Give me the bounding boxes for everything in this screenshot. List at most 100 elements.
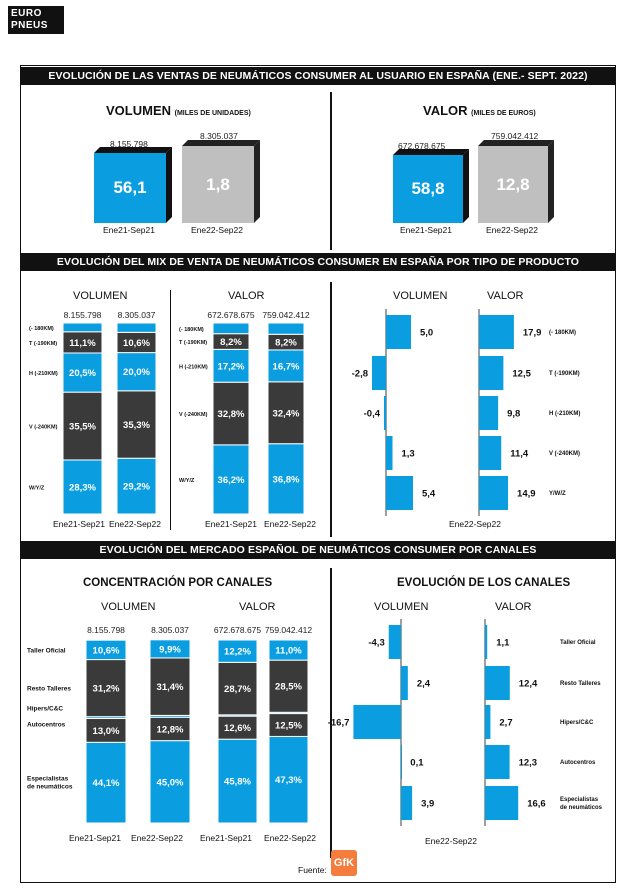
segment-label: 9,9% <box>159 644 181 655</box>
bar: 56,1 <box>94 147 172 223</box>
data-label: -4,3 <box>368 638 384 649</box>
bar <box>485 745 510 779</box>
segment-label: 16,7% <box>273 361 300 372</box>
data-label: 5,4 <box>422 489 436 500</box>
data-label: 0,1 <box>410 758 424 769</box>
bar <box>485 625 488 659</box>
bar-label: 58,8 <box>393 155 463 223</box>
bar <box>485 666 510 700</box>
data-label: 2,4 <box>417 679 431 690</box>
segment-label: 32,8% <box>218 409 245 420</box>
total-label: 672.678.675 <box>214 625 262 635</box>
bar: 1,8 <box>182 140 260 223</box>
category-label: Ene22-Sep22 <box>191 225 243 235</box>
segment-label: 8,2% <box>220 337 242 348</box>
gfk-logo: GfK <box>331 850 357 876</box>
category-label: Ene22-Sep22 <box>264 833 316 843</box>
category-label: Ene21-Sep21 <box>53 519 105 529</box>
category-label: de neumáticos <box>560 805 603 811</box>
stack-segment <box>62 352 103 393</box>
segment-label: 20,0% <box>123 367 150 378</box>
bar <box>479 356 504 390</box>
segment-category-label: Resto Talleres <box>27 686 71 693</box>
segment-label: 28,5% <box>275 682 302 693</box>
category-label: V (-240KM) <box>549 451 580 457</box>
total-label: 8.155.798 <box>110 139 148 149</box>
stack-segment <box>62 322 103 333</box>
segment-label: 17,2% <box>218 361 245 372</box>
category-label: Ene22-Sep22 <box>486 225 538 235</box>
panel-title: VALOR <box>487 290 524 302</box>
segment-category-label: (- 180KM) <box>179 327 204 333</box>
chart-title: CONCENTRACIÓN POR CANALES <box>83 577 273 589</box>
stack-segment <box>62 459 103 515</box>
axis-label: Ene22-Sep22 <box>449 519 501 529</box>
segment-label: 20,5% <box>69 368 96 379</box>
segment-category-label: Taller Oficial <box>27 647 66 654</box>
segment-label: 12,8% <box>157 724 184 735</box>
chart-title: EVOLUCIÓN DE LOS CANALES <box>397 577 571 589</box>
segment-category-label: H (-210KM) <box>29 371 58 377</box>
bar <box>485 786 519 820</box>
stack-segment <box>267 381 305 445</box>
bar-label: 1,8 <box>182 146 254 223</box>
segment-category-label: Especialistas <box>27 776 69 783</box>
stack-segment <box>116 457 157 515</box>
stack-segment <box>212 381 250 446</box>
data-label: 17,9 <box>523 328 542 339</box>
bar <box>386 476 413 510</box>
panel-title: VALOR <box>495 601 532 613</box>
segment-label: 32,4% <box>273 408 300 419</box>
segment-label: 8,2% <box>275 338 297 349</box>
bar <box>485 705 491 739</box>
section-title-canales: EVOLUCIÓN DEL MERCADO ESPAÑOL DE NEUMÁTI… <box>20 541 616 559</box>
data-label: -2,8 <box>352 369 368 380</box>
segment-label: 11,0% <box>275 646 302 657</box>
segment-label: 28,7% <box>224 684 251 695</box>
category-label: Ene21-Sep21 <box>69 833 121 843</box>
segment-label: 11,1% <box>69 338 96 349</box>
axis-label: Ene22-Sep22 <box>425 836 477 846</box>
segment-category-label: T (-190KM) <box>179 340 207 346</box>
segment-category-label: Hipers/C&C <box>27 706 63 713</box>
section-title-mix: EVOLUCIÓN DEL MIX DE VENTA DE NEUMÁTICOS… <box>20 253 616 271</box>
bar-label: 12,8 <box>478 146 548 223</box>
divider-s3 <box>330 568 332 858</box>
stack-segment <box>267 322 305 335</box>
stack-segment <box>212 444 250 515</box>
category-label: Hipers/C&C <box>560 720 594 726</box>
category-label: Resto Talleres <box>560 681 601 687</box>
data-label: 1,3 <box>402 449 415 460</box>
source-label: Fuente: <box>298 865 327 875</box>
segment-category-label: H (-210KM) <box>179 364 208 370</box>
segment-label: 36,2% <box>218 475 245 486</box>
data-label: 16,6 <box>527 799 546 810</box>
panel-title: VOLUMEN <box>374 601 429 613</box>
data-label: 12,4 <box>519 679 538 690</box>
category-label: Taller Oficial <box>560 640 596 646</box>
segment-label: 44,1% <box>93 778 120 789</box>
segment-category-label: T (-190KM) <box>29 341 57 347</box>
total-label: 8.155.798 <box>87 625 125 635</box>
category-label: Ene22-Sep22 <box>264 519 316 529</box>
data-label: -16,7 <box>328 718 350 729</box>
category-label: T (-190KM) <box>549 371 580 377</box>
segment-category-label: Autocentros <box>27 721 66 728</box>
data-label: 5,0 <box>420 328 433 339</box>
divider-s2-inner <box>170 290 171 530</box>
category-label: Especialistas <box>560 797 599 803</box>
panel-title: VALOR <box>228 290 265 302</box>
bar <box>372 356 386 390</box>
segment-label: 13,0% <box>93 726 120 737</box>
bar <box>384 396 386 430</box>
divider-s1 <box>330 92 332 250</box>
category-label: Ene21-Sep21 <box>200 833 252 843</box>
data-label: 12,5 <box>512 369 531 380</box>
category-label: Ene21-Sep21 <box>205 519 257 529</box>
segment-category-label: W/Y/Z <box>179 478 195 484</box>
data-label: 9,8 <box>507 409 520 420</box>
panel-title: VOLUMEN <box>73 290 128 302</box>
total-label: 759.042.412 <box>491 131 539 141</box>
stack-segment <box>149 657 191 716</box>
panel-title: VALOR <box>239 601 276 613</box>
